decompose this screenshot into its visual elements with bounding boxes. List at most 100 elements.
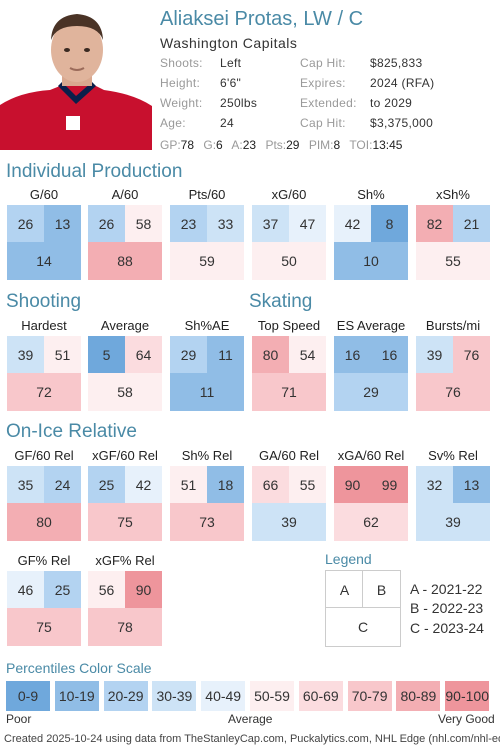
tile-11-label: Bursts/mi [425, 318, 481, 333]
tile-18-label: GF% Rel [17, 553, 71, 568]
tile-9: 80 54 71 [252, 336, 326, 411]
scale-bin-6: 60-69 [298, 681, 343, 711]
tile-8: 29 11 11 [170, 336, 244, 411]
stat-gp-label: GP: [160, 138, 181, 152]
legend-title: Legend [325, 551, 372, 567]
info-new-caphit-value: $3,375,000 [370, 116, 434, 130]
tile-5-value-b: 21 [453, 205, 490, 242]
tile-12-label: GF/60 Rel [14, 448, 74, 463]
section-skating: Skating [249, 291, 313, 312]
tile-9-value-c: 71 [252, 373, 326, 411]
scale-bin-2: 20-29 [103, 681, 148, 711]
legend-box-c: C [325, 607, 401, 647]
tile-17-label: Sv% Rel [428, 448, 478, 463]
stat-toi-label: TOI: [349, 138, 373, 152]
tile-19-value-b: 90 [125, 571, 162, 608]
tile-4-label: Sh% [357, 187, 385, 202]
tile-12: 35 24 80 [7, 466, 81, 541]
info-extended-label: Extended: [300, 96, 357, 110]
tile-11-value-b: 76 [453, 336, 490, 373]
info-age-value: 24 [220, 116, 234, 130]
tile-14-value-c: 73 [170, 503, 244, 541]
tile-1-value-c: 88 [88, 242, 162, 280]
tile-18-value-c: 75 [7, 608, 81, 646]
section-on-ice-relative: On-Ice Relative [6, 421, 137, 442]
scale-very-good-label: Very Good [438, 712, 495, 726]
tile-0-value-a: 26 [7, 205, 44, 242]
tile-16-value-b: 99 [371, 466, 408, 503]
tile-8-value-b: 11 [207, 336, 244, 373]
tile-13-value-a: 25 [88, 466, 125, 503]
tile-12-value-c: 80 [7, 503, 81, 541]
tile-16-label: xGA/60 Rel [337, 448, 405, 463]
player-photo [0, 0, 152, 150]
tile-18-value-b: 25 [44, 571, 81, 608]
tile-10-value-b: 16 [371, 336, 408, 373]
tile-5: 82 21 55 [416, 205, 490, 280]
legend-box-b: B [362, 570, 401, 609]
tile-1-value-b: 58 [125, 205, 162, 242]
tile-17-value-c: 39 [416, 503, 490, 541]
section-shooting: Shooting [6, 291, 82, 312]
tile-1-value-a: 26 [88, 205, 125, 242]
tile-14-value-a: 51 [170, 466, 207, 503]
scale-average-label: Average [228, 712, 273, 726]
scale-poor-label: Poor [6, 712, 32, 726]
tile-3-value-c: 50 [252, 242, 326, 280]
tile-5-value-c: 55 [416, 242, 490, 280]
tile-17-value-a: 32 [416, 466, 453, 503]
tile-10-value-c: 29 [334, 373, 408, 411]
tile-19: 56 90 78 [88, 571, 162, 646]
tile-14: 51 18 73 [170, 466, 244, 541]
stat-g-value: 6 [216, 138, 223, 152]
legend-box-a: A [325, 570, 364, 609]
tile-15-value-a: 66 [252, 466, 289, 503]
section-individual-production: Individual Production [6, 161, 183, 182]
legend-note-b: B - 2022-23 [410, 600, 484, 616]
scale-title: Percentiles Color Scale [6, 660, 152, 676]
tile-2-value-c: 59 [170, 242, 244, 280]
tile-10-label: ES Average [336, 318, 406, 333]
tile-17: 32 13 39 [416, 466, 490, 541]
tile-15-label: GA/60 Rel [259, 448, 319, 463]
stat-a-value: 23 [242, 138, 257, 152]
stat-a-label: A: [231, 138, 243, 152]
tile-17-value-b: 13 [453, 466, 490, 503]
info-height-value: 6'6" [220, 76, 242, 90]
tile-4-value-b: 8 [371, 205, 408, 242]
tile-19-value-c: 78 [88, 608, 162, 646]
scale-bin-1: 10-19 [54, 681, 99, 711]
tile-0-label: G/60 [29, 187, 59, 202]
tile-7-value-b: 64 [125, 336, 162, 373]
player-headshot-image [0, 0, 152, 150]
tile-9-value-b: 54 [289, 336, 326, 373]
tile-16-value-a: 90 [334, 466, 371, 503]
tile-11: 39 76 76 [416, 336, 490, 411]
tile-0-value-b: 13 [44, 205, 81, 242]
stat-pim-label: PIM: [308, 138, 334, 152]
scale-bin-4: 40-49 [201, 681, 246, 711]
tile-13-value-b: 42 [125, 466, 162, 503]
info-new-caphit-label: Cap Hit: [300, 116, 346, 130]
scale-bin-9: 90-100 [445, 681, 490, 711]
tile-19-label: xGF% Rel [95, 553, 155, 568]
tile-7-value-c: 58 [88, 373, 162, 411]
tile-11-value-c: 76 [416, 373, 490, 411]
info-expires-value: 2024 (RFA) [370, 76, 435, 90]
tile-11-value-a: 39 [416, 336, 453, 373]
scale-bin-5: 50-59 [250, 681, 294, 711]
tile-7-label: Average [100, 318, 150, 333]
tile-12-value-a: 35 [7, 466, 44, 503]
info-age-label: Age: [160, 116, 186, 130]
footer-credits: Created 2025-10-24 using data from TheSt… [4, 733, 500, 745]
legend-note-a: A - 2021-22 [410, 581, 483, 597]
tile-1-label: A/60 [111, 187, 139, 202]
tile-8-value-c: 11 [170, 373, 244, 411]
player-team: Washington Capitals [160, 35, 298, 51]
tile-4-value-c: 10 [334, 242, 408, 280]
tile-6-label: Hardest [21, 318, 67, 333]
tile-13-label: xGF/60 Rel [92, 448, 158, 463]
stat-g-label: G: [203, 138, 217, 152]
tile-7: 5 64 58 [88, 336, 162, 411]
info-weight-value: 250lbs [220, 96, 258, 110]
